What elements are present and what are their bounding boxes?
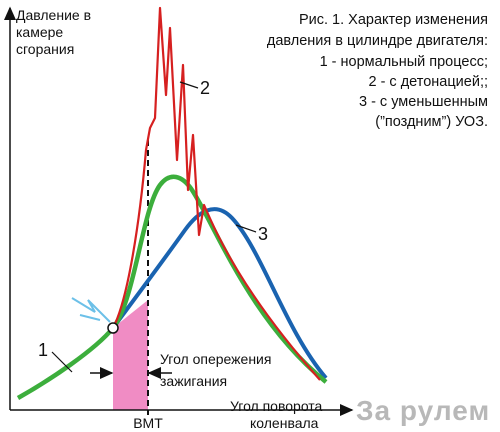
spark [71,297,111,323]
leader-1 [51,351,73,373]
caption: (”поздним”) УОЗ. [375,114,488,130]
advance-region [113,300,148,410]
y-axis-label: камере [16,24,63,40]
advance-label: зажигания [160,373,227,389]
caption: Рис. 1. Характер изменения [299,12,488,28]
y-axis-label: сгорания [16,41,74,57]
ignition-point [107,322,119,334]
watermark: За рулем [356,395,490,426]
curve-label: 1 [38,340,48,360]
curve-1 [16,174,328,400]
advance-label: Угол опережения [160,351,271,367]
curve-label: 2 [200,78,210,98]
curve-2 [112,6,321,381]
tdc-label: ВМТ [133,415,163,431]
caption: 2 - с детонацией;; [368,74,488,90]
curve-label: 3 [258,224,268,244]
caption: давления в цилиндре двигателя: [267,33,488,49]
x-axis-label: коленвала [250,415,319,431]
y-axis-label: Давление в [16,7,91,23]
caption: 3 - с уменьшенным [359,94,488,110]
leader-3 [235,224,257,233]
leader-2 [179,81,199,89]
curve-3 [111,207,328,380]
x-axis-label: Угол поворота [230,398,323,414]
caption: 1 - нормальный процесс; [320,54,488,70]
